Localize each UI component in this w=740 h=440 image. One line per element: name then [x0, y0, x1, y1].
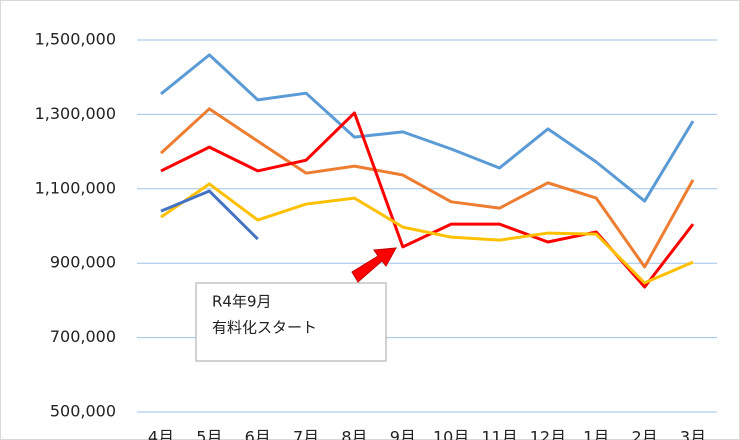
- series-line: [160, 53, 695, 203]
- x-tick-label: 8月: [341, 428, 367, 440]
- x-tick-label: 2月: [632, 428, 658, 440]
- annotation-line: 有料化スタート: [212, 319, 317, 337]
- y-tick-label: 500,000: [50, 402, 116, 421]
- y-tick-label: 1,500,000: [35, 30, 116, 49]
- x-tick-label: 12月: [530, 428, 566, 440]
- x-tick-label: 11月: [481, 428, 517, 440]
- y-tick-label: 1,100,000: [35, 178, 116, 197]
- x-tick-label: 10月: [433, 428, 469, 440]
- y-tick-label: 700,000: [50, 327, 116, 346]
- annotation-arrow: [351, 247, 397, 283]
- annotation-box: [195, 282, 387, 362]
- x-tick-label: 7月: [293, 428, 319, 440]
- series-line: [159, 107, 695, 269]
- x-tick-label: 1月: [583, 428, 609, 440]
- x-tick-label: 5月: [196, 428, 222, 440]
- y-tick-label: 1,300,000: [35, 104, 116, 123]
- x-tick-label: 4月: [148, 428, 174, 440]
- x-tick-label: 9月: [390, 428, 416, 440]
- y-tick-label: 900,000: [50, 253, 116, 272]
- series-line: [160, 182, 694, 285]
- annotation: R4年9月 有料化スタート: [195, 247, 397, 362]
- x-tick-label: 3月: [680, 428, 706, 440]
- x-tick-label: 6月: [245, 428, 271, 440]
- lines: [159, 53, 695, 289]
- annotation-line: R4年9月: [212, 293, 272, 311]
- series-line: [160, 189, 259, 241]
